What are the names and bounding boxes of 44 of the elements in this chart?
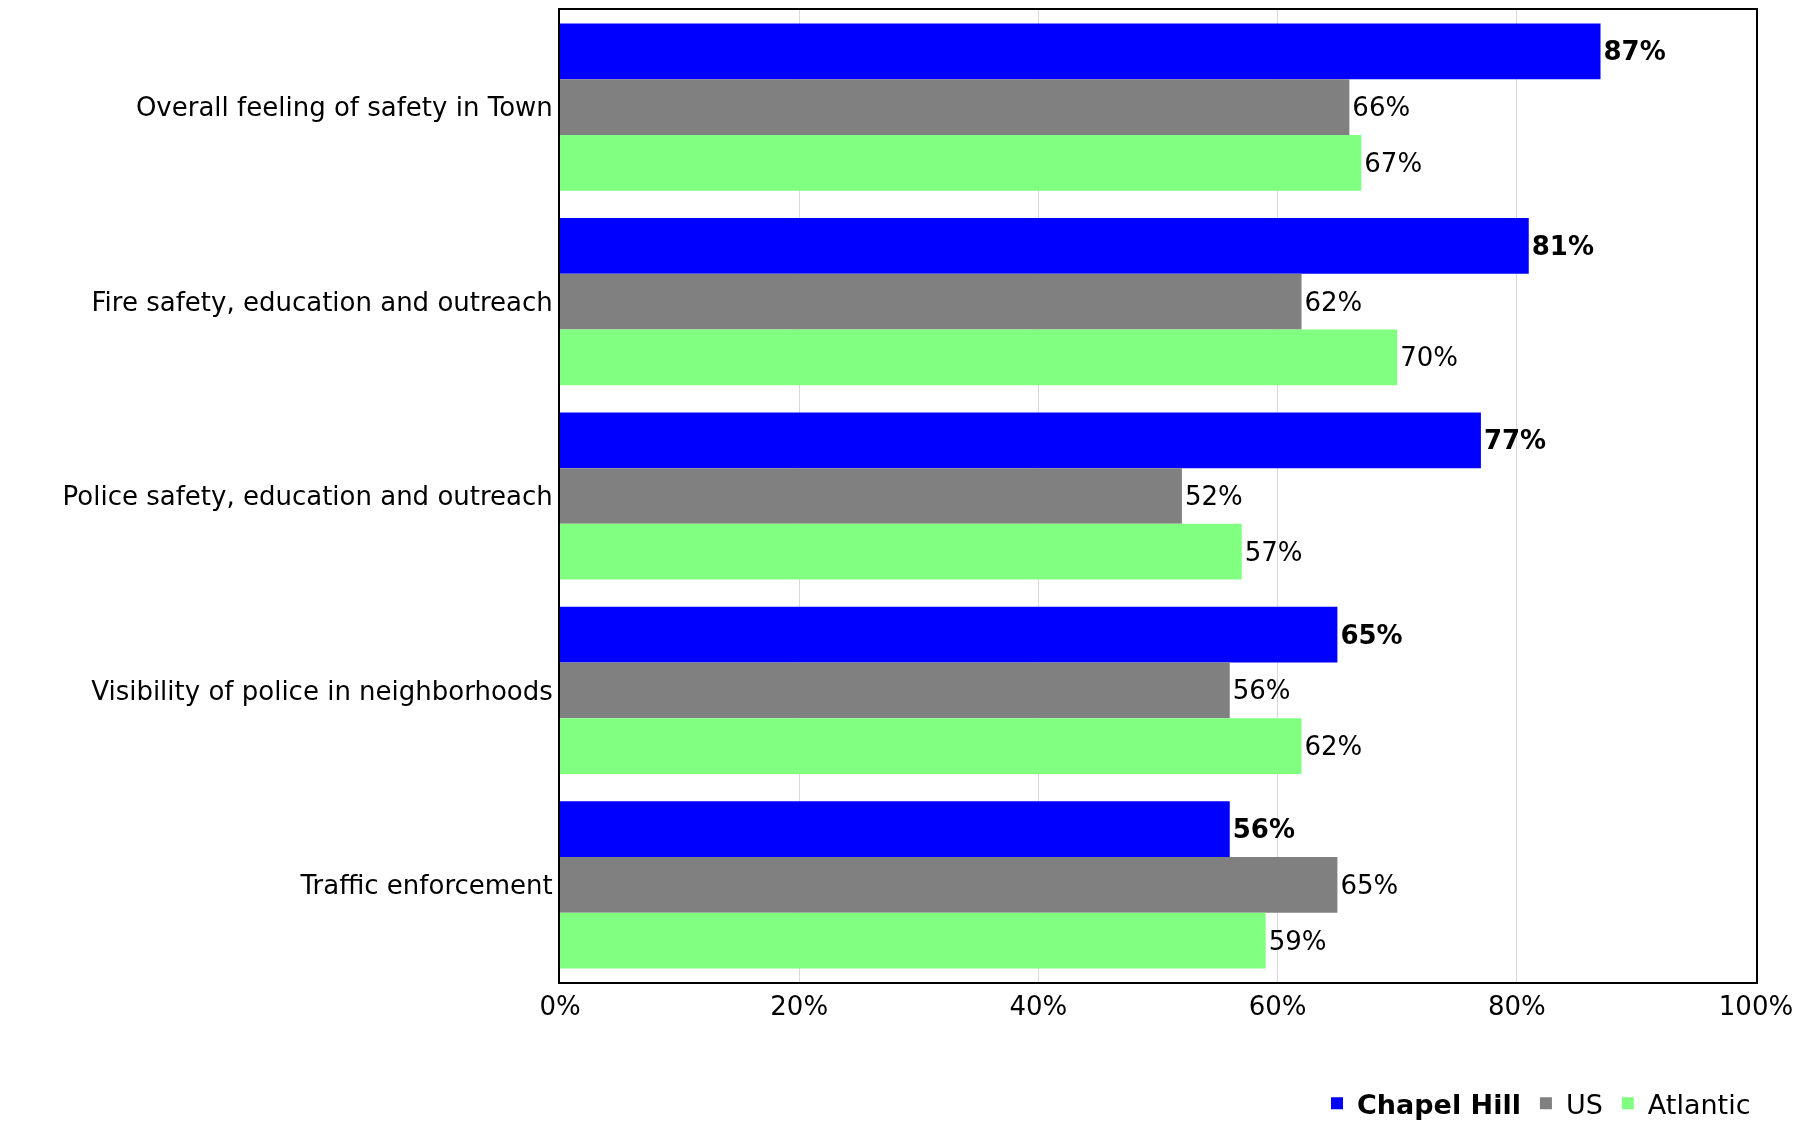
legend-label: Atlantic <box>1647 1088 1751 1120</box>
bar <box>560 801 1230 857</box>
bar <box>560 412 1481 469</box>
y-tick-label: Fire safety, education and outreach <box>91 286 553 317</box>
x-tick-label: 20% <box>770 991 829 1022</box>
data-label: 59% <box>1268 925 1327 956</box>
data-label: 66% <box>1352 92 1411 123</box>
data-label: 65% <box>1340 619 1403 650</box>
data-label: 56% <box>1232 675 1291 706</box>
bar <box>560 135 1362 191</box>
x-tick-label: 80% <box>1487 991 1546 1022</box>
bar <box>560 329 1398 386</box>
bar <box>560 718 1302 774</box>
data-label: 57% <box>1244 536 1303 567</box>
bar <box>560 273 1302 330</box>
data-label: 67% <box>1364 147 1423 178</box>
data-label: 81% <box>1531 230 1594 261</box>
y-tick-label: Visibility of police in neighborhoods <box>91 675 553 706</box>
data-label: 56% <box>1232 814 1295 845</box>
legend-label: Chapel Hill <box>1357 1088 1521 1120</box>
y-tick-label: Overall feeling of safety in Town <box>135 92 553 123</box>
data-label: 62% <box>1304 286 1363 317</box>
x-tick-label: 100% <box>1718 991 1794 1022</box>
bar <box>560 23 1601 80</box>
bar <box>560 218 1529 274</box>
x-tick-label: 60% <box>1248 991 1307 1022</box>
data-label: 87% <box>1603 36 1666 67</box>
y-tick-label: Police safety, education and outreach <box>62 481 553 512</box>
data-label: 62% <box>1304 731 1363 762</box>
bar <box>560 662 1230 719</box>
data-label: 52% <box>1184 481 1243 511</box>
data-label: 70% <box>1400 342 1458 373</box>
x-tick-label: 0% <box>539 991 581 1022</box>
bar <box>560 606 1338 663</box>
bar <box>560 912 1266 969</box>
x-tick-label: 40% <box>1009 991 1068 1022</box>
y-tick-label: Traffic enforcement <box>299 869 553 900</box>
legend-label: US <box>1565 1088 1603 1120</box>
bar <box>560 856 1338 913</box>
data-label: 65% <box>1340 869 1399 900</box>
data-label: 77% <box>1483 425 1547 456</box>
bar <box>560 468 1182 524</box>
bar <box>560 79 1350 136</box>
bar <box>560 523 1242 580</box>
